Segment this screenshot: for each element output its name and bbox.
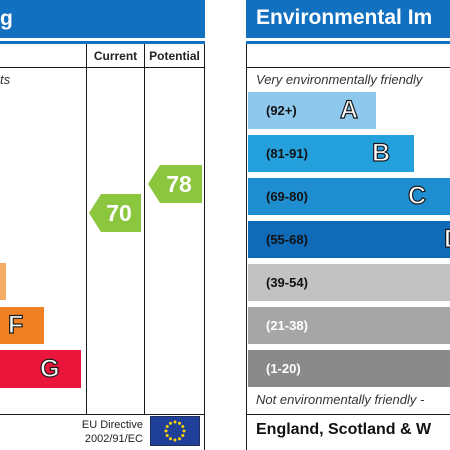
- energy-header-potential: Potential: [149, 49, 200, 63]
- env-band-a-letter: A: [339, 95, 359, 124]
- environmental-title-text: Environmental Im: [256, 6, 433, 29]
- potential-rating-arrow: [148, 165, 202, 203]
- environmental-bottom-caption: Not environmentally friendly -: [256, 392, 425, 407]
- energy-top-caption: ts: [0, 72, 11, 87]
- environmental-title-underline: [246, 41, 450, 44]
- environmental-header-bottom-line: [246, 67, 450, 68]
- env-band-g: (1-20): [248, 350, 450, 387]
- energy-band-g-letter: G: [39, 354, 60, 383]
- energy-divider-potential: [144, 44, 145, 415]
- eu-flag-icon: [150, 416, 200, 446]
- eu-directive-line1: EU Directive: [81, 419, 143, 431]
- env-band-d-letter: D: [443, 221, 450, 258]
- energy-header-bottom-line: [0, 67, 205, 68]
- energy-band-g: G: [0, 350, 81, 388]
- current-rating-value: 70: [106, 199, 132, 226]
- energy-band-f-letter: F: [7, 310, 24, 339]
- energy-right-border: [204, 44, 205, 450]
- env-band-e-range: (39-54): [266, 275, 308, 290]
- env-band-b: (81-91) B: [248, 135, 414, 172]
- energy-footer-top-line: [0, 414, 205, 415]
- env-band-c-letter: C: [407, 181, 427, 210]
- env-band-c: (69-80) C: [248, 178, 450, 215]
- env-band-c-range: (69-80): [266, 189, 308, 204]
- env-band-f: (21-38): [248, 307, 450, 344]
- environmental-left-border: [246, 44, 247, 450]
- env-band-b-letter: B: [371, 138, 391, 167]
- env-band-e: (39-54): [248, 264, 450, 301]
- env-band-b-range: (81-91): [266, 146, 308, 161]
- energy-divider-current: [86, 44, 87, 415]
- eu-directive-text: EU Directive 2002/91/EC: [60, 418, 143, 446]
- energy-header-current: Current: [93, 49, 138, 63]
- env-band-a-range: (92+): [266, 103, 297, 118]
- environmental-top-caption: Very environmentally friendly: [256, 72, 423, 87]
- energy-band-e-edge: [0, 263, 6, 300]
- energy-title-underline: [0, 41, 205, 44]
- environmental-footer-top-line: [246, 414, 450, 415]
- env-band-f-range: (21-38): [266, 318, 308, 333]
- energy-band-f: F: [0, 307, 44, 344]
- env-band-a: (92+) A: [248, 92, 376, 129]
- environmental-title-bar: Environmental Im: [246, 0, 450, 38]
- energy-title-text: g: [0, 7, 13, 30]
- energy-title-bar: g: [0, 0, 205, 38]
- current-rating-arrow: [89, 194, 141, 232]
- env-band-d: (55-68) D: [248, 221, 450, 258]
- potential-rating-value: 78: [166, 170, 192, 197]
- env-band-d-range: (55-68): [266, 232, 308, 247]
- environmental-footer-region: England, Scotland & W: [256, 421, 432, 438]
- env-band-g-range: (1-20): [266, 361, 301, 376]
- eu-directive-line2: 2002/91/EC: [84, 433, 143, 445]
